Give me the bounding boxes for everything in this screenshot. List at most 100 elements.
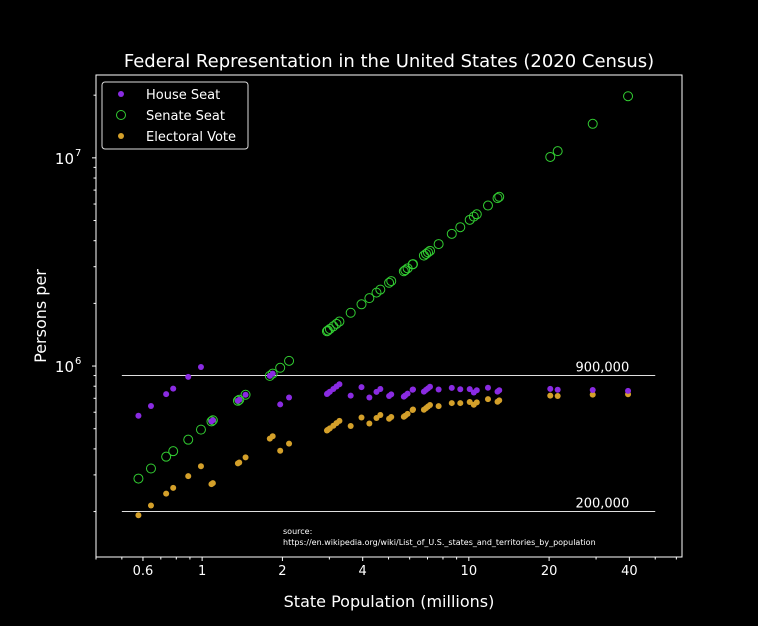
electoral-vote-point (197, 463, 204, 470)
electoral-vote-point (547, 392, 554, 399)
senate-seat-point (145, 463, 156, 474)
house-seat-point (266, 372, 273, 379)
x-tick-label: 2 (278, 564, 286, 579)
senate-seat-point (482, 200, 493, 211)
house-seat-point (400, 393, 407, 400)
electoral-vote-point (286, 440, 293, 447)
electoral-vote-point (400, 413, 407, 420)
electoral-vote-point (234, 460, 241, 467)
house-seat-point (589, 387, 596, 394)
senate-seat-point (284, 355, 295, 366)
electoral-vote-point (147, 502, 154, 509)
senate-seat-point (206, 416, 217, 427)
house-seat-point (185, 373, 192, 380)
legend-marker-senate (116, 110, 126, 120)
source-note-line1: source: (283, 527, 312, 536)
house-seat-point (358, 384, 365, 391)
legend-marker-electoral (118, 133, 124, 139)
electoral-vote-point (185, 473, 192, 480)
senate-seat-point (161, 451, 172, 462)
electoral-vote-point (163, 490, 170, 497)
house-seat-point (163, 391, 170, 398)
house-seat-point (625, 387, 632, 394)
house-seat-point (347, 392, 354, 399)
senate-seat-point (400, 265, 411, 276)
house-seat-point (242, 391, 249, 398)
legend-label: House Seat (146, 88, 220, 103)
chart-title: Federal Representation in the United Sta… (124, 51, 654, 72)
electoral-vote-point (589, 391, 596, 398)
reference-line-label: 200,000 (575, 497, 629, 512)
senate-seat-point (418, 250, 429, 261)
house-seat-point (386, 392, 393, 399)
legend-box (101, 81, 249, 150)
house-seat-point (470, 389, 477, 396)
house-seat-point (494, 388, 501, 395)
x-tick-label: 10 (461, 564, 478, 579)
electoral-vote-point (277, 447, 284, 454)
y-tick-exponent: 7 (75, 148, 81, 159)
senate-seat-point (240, 389, 251, 400)
senate-seat-point (275, 362, 286, 373)
senate-seat-point (623, 91, 634, 102)
senate-seat-point (455, 222, 466, 233)
senate-seat-point (545, 151, 556, 162)
source-note-line2: https://en.wikipedia.org/wiki/List_of_U.… (283, 538, 596, 547)
x-tick-label: 20 (541, 564, 558, 579)
house-seat-point (457, 386, 464, 393)
electoral-vote-point (494, 398, 501, 405)
house-seat-point (366, 394, 373, 401)
house-seat-point (420, 388, 427, 395)
x-tick-label: 1 (198, 564, 206, 579)
senate-seat-point (331, 318, 342, 329)
electoral-vote-point (409, 406, 416, 413)
senate-seat-point (464, 214, 475, 225)
senate-seat-point (168, 446, 179, 457)
senate-seat-point (234, 394, 245, 405)
house-seat-point (466, 386, 473, 393)
x-tick-label: 4 (359, 564, 367, 579)
electoral-vote-point (466, 398, 473, 405)
legend-marker-house (118, 91, 124, 97)
senate-seat-point (492, 193, 503, 204)
electoral-vote-point (366, 420, 373, 427)
senate-seat-point (322, 325, 333, 336)
senate-seat-point (232, 395, 243, 406)
senate-seat-point (356, 299, 367, 310)
house-seat-point (170, 385, 177, 392)
electoral-vote-point (448, 400, 455, 407)
electoral-vote-point (484, 396, 491, 403)
senate-seat-point (407, 259, 418, 270)
electoral-vote-point (457, 400, 464, 407)
y-tick-exponent: 6 (75, 356, 81, 367)
electoral-vote-point (435, 403, 442, 410)
senate-seat-point (587, 118, 598, 129)
electoral-vote-point (373, 414, 380, 421)
senate-seat-point (398, 266, 409, 277)
senate-seat-point (207, 415, 218, 426)
house-seat-point (208, 418, 215, 425)
electoral-vote-point (554, 392, 561, 399)
senate-seat-point (421, 248, 432, 259)
senate-seat-point (371, 287, 382, 298)
senate-seat-point (386, 276, 397, 287)
senate-seat-point (345, 307, 356, 318)
electoral-vote-point (135, 512, 142, 519)
house-seat-point (547, 385, 554, 392)
electoral-vote-point (208, 481, 215, 488)
y-tick-label: 10 (55, 358, 74, 376)
senate-seat-point (195, 424, 206, 435)
senate-seat-point (183, 434, 194, 445)
x-tick-label: 0.6 (133, 564, 154, 579)
y-axis-label: Persons per (31, 269, 50, 363)
house-seat-point (323, 391, 330, 398)
house-seat-point (554, 386, 561, 393)
electoral-vote-point (358, 414, 365, 421)
house-seat-point (435, 386, 442, 393)
senate-seat-point (471, 209, 482, 220)
house-seat-point (197, 363, 204, 370)
x-tick-label: 40 (621, 564, 638, 579)
senate-seat-point (446, 228, 457, 239)
house-seat-point (484, 384, 491, 391)
senate-seat-point (334, 316, 345, 327)
